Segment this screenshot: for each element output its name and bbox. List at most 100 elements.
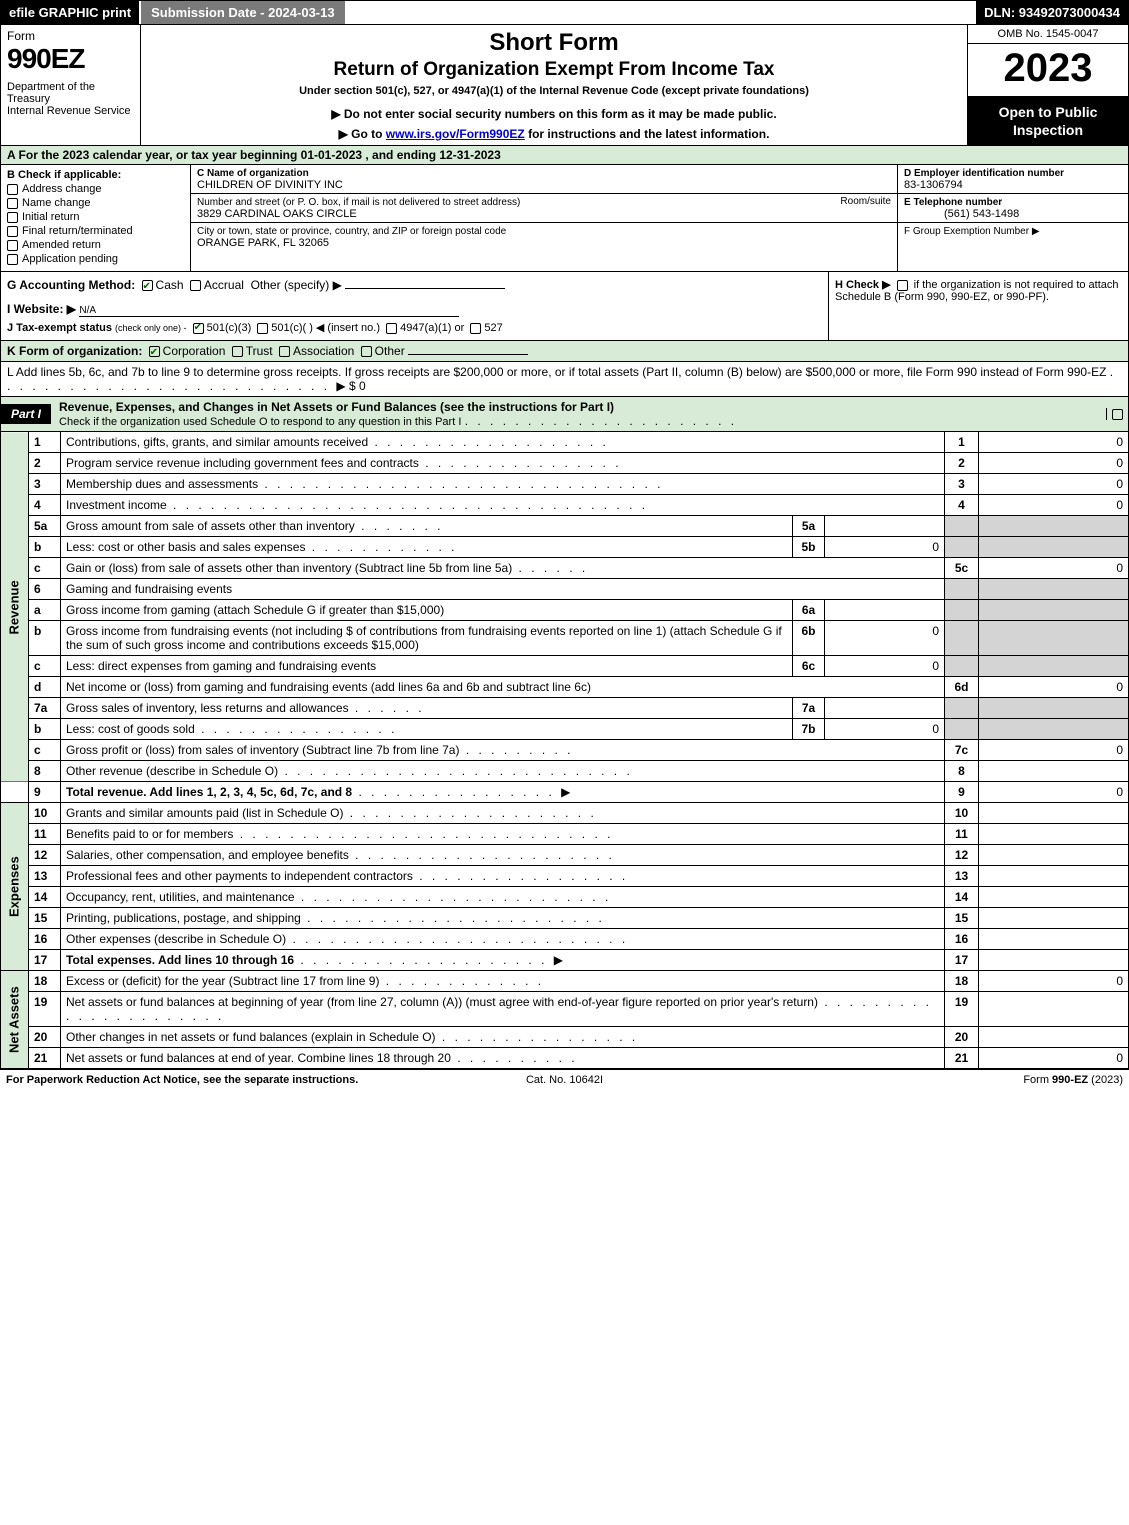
line-6c-desc: Less: direct expenses from gaming and fu… xyxy=(61,656,793,677)
c-name-row: C Name of organization CHILDREN OF DIVIN… xyxy=(191,165,897,194)
chk-527[interactable] xyxy=(470,323,481,334)
line-12-desc: Salaries, other compensation, and employ… xyxy=(61,845,945,866)
header-center: Short Form Return of Organization Exempt… xyxy=(141,25,968,145)
dept-text: Department of the Treasury Internal Reve… xyxy=(7,81,134,117)
line-6a-mid: 6a xyxy=(793,600,825,621)
line-3-num: 3 xyxy=(29,474,61,495)
goto-pre: ▶ Go to xyxy=(339,127,386,141)
subtitle: Under section 501(c), 527, or 4947(a)(1)… xyxy=(149,85,959,97)
goto-note: ▶ Go to www.irs.gov/Form990EZ for instru… xyxy=(149,127,959,141)
line-2-desc: Program service revenue including govern… xyxy=(61,453,945,474)
goto-post: for instructions and the latest informat… xyxy=(525,127,770,141)
chk-amended-return[interactable]: Amended return xyxy=(7,239,184,251)
chk-501c3[interactable] xyxy=(193,323,204,334)
form-word: Form xyxy=(7,29,134,43)
j-label: J Tax-exempt status xyxy=(7,322,112,334)
chk-final-return[interactable]: Final return/terminated xyxy=(7,225,184,237)
line-9-desc: Total revenue. Add lines 1, 2, 3, 4, 5c,… xyxy=(61,782,945,803)
chk-corporation[interactable] xyxy=(149,346,160,357)
line-7b-desc: Less: cost of goods sold . . . . . . . .… xyxy=(61,719,793,740)
chk-schedule-b[interactable] xyxy=(897,280,908,291)
line-5b-mid: 5b xyxy=(793,537,825,558)
line-10-num: 10 xyxy=(29,803,61,824)
line-14-refnum: 14 xyxy=(945,887,979,908)
chk-trust[interactable] xyxy=(232,346,243,357)
line-6d-num: d xyxy=(29,677,61,698)
section-b-to-f: B Check if applicable: Address change Na… xyxy=(0,165,1129,272)
line-20-refnum: 20 xyxy=(945,1027,979,1048)
line-5a-desc: Gross amount from sale of assets other t… xyxy=(61,516,793,537)
part-1-checkbox[interactable] xyxy=(1106,408,1128,420)
line-13-refnum: 13 xyxy=(945,866,979,887)
line-7a-midval xyxy=(825,698,945,719)
line-7c-num: c xyxy=(29,740,61,761)
line-20-desc: Other changes in net assets or fund bala… xyxy=(61,1027,945,1048)
footer-left: For Paperwork Reduction Act Notice, see … xyxy=(6,1074,378,1086)
line-18-desc: Excess or (deficit) for the year (Subtra… xyxy=(61,971,945,992)
line-5a-shade xyxy=(945,516,979,537)
line-7c-refnum: 7c xyxy=(945,740,979,761)
g-accounting-line: G Accounting Method: Cash Accrual Other … xyxy=(7,278,822,292)
line-16-num: 16 xyxy=(29,929,61,950)
part-1-table: Revenue 1 Contributions, gifts, grants, … xyxy=(0,432,1129,1069)
dln-label: DLN: 93492073000434 xyxy=(976,1,1128,24)
line-1-value: 0 xyxy=(979,432,1129,453)
expenses-sidelabel: Expenses xyxy=(1,803,29,971)
line-6-desc: Gaming and fundraising events xyxy=(61,579,945,600)
tax-year: 2023 xyxy=(968,44,1128,97)
chk-accrual[interactable] xyxy=(190,280,201,291)
line-16-refnum: 16 xyxy=(945,929,979,950)
chk-cash[interactable] xyxy=(142,280,153,291)
line-5c-num: c xyxy=(29,558,61,579)
page-footer: For Paperwork Reduction Act Notice, see … xyxy=(0,1069,1129,1090)
line-13-desc: Professional fees and other payments to … xyxy=(61,866,945,887)
chk-4947[interactable] xyxy=(386,323,397,334)
line-6a-midval xyxy=(825,600,945,621)
netassets-sidelabel: Net Assets xyxy=(1,971,29,1069)
line-17-num: 17 xyxy=(29,950,61,971)
phone-value: (561) 543-1498 xyxy=(904,208,1019,220)
part-1-header: Part I Revenue, Expenses, and Changes in… xyxy=(0,397,1129,432)
line-13-value xyxy=(979,866,1129,887)
line-15-value xyxy=(979,908,1129,929)
line-18-value: 0 xyxy=(979,971,1129,992)
revenue-sidelabel: Revenue xyxy=(1,432,29,782)
line-5b-num: b xyxy=(29,537,61,558)
chk-association[interactable] xyxy=(279,346,290,357)
line-3-refnum: 3 xyxy=(945,474,979,495)
line-10-value xyxy=(979,803,1129,824)
open-to-public: Open to Public Inspection xyxy=(968,97,1128,145)
line-6b-desc: Gross income from fundraising events (no… xyxy=(61,621,793,656)
line-11-value xyxy=(979,824,1129,845)
c-address-row: Room/suite Number and street (or P. O. b… xyxy=(191,194,897,223)
addr-label: Number and street (or P. O. box, if mail… xyxy=(197,197,520,208)
other-specify-line[interactable] xyxy=(345,288,505,289)
chk-501c[interactable] xyxy=(257,323,268,334)
irs-link[interactable]: www.irs.gov/Form990EZ xyxy=(386,127,525,141)
chk-name-change[interactable]: Name change xyxy=(7,197,184,209)
line-10-desc: Grants and similar amounts paid (list in… xyxy=(61,803,945,824)
header-right: OMB No. 1545-0047 2023 Open to Public In… xyxy=(968,25,1128,145)
chk-application-pending[interactable]: Application pending xyxy=(7,253,184,265)
row-l: L Add lines 5b, 6c, and 7b to line 9 to … xyxy=(0,362,1129,397)
other-org-line[interactable] xyxy=(408,354,528,355)
chk-address-change[interactable]: Address change xyxy=(7,183,184,195)
line-8-num: 8 xyxy=(29,761,61,782)
d-label: D Employer identification number xyxy=(904,168,1064,179)
line-19-num: 19 xyxy=(29,992,61,1027)
room-label: Room/suite xyxy=(840,196,891,207)
efile-label[interactable]: efile GRAPHIC print xyxy=(1,1,139,24)
line-14-num: 14 xyxy=(29,887,61,908)
ssn-note: ▶ Do not enter social security numbers o… xyxy=(149,107,959,121)
line-20-value xyxy=(979,1027,1129,1048)
chk-other-org[interactable] xyxy=(361,346,372,357)
line-6d-value: 0 xyxy=(979,677,1129,698)
line-7a-mid: 7a xyxy=(793,698,825,719)
g-label: G Accounting Method: xyxy=(7,278,135,292)
line-21-value: 0 xyxy=(979,1048,1129,1069)
line-17-value xyxy=(979,950,1129,971)
line-6c-midval: 0 xyxy=(825,656,945,677)
line-6a-num: a xyxy=(29,600,61,621)
line-13-num: 13 xyxy=(29,866,61,887)
chk-initial-return[interactable]: Initial return xyxy=(7,211,184,223)
